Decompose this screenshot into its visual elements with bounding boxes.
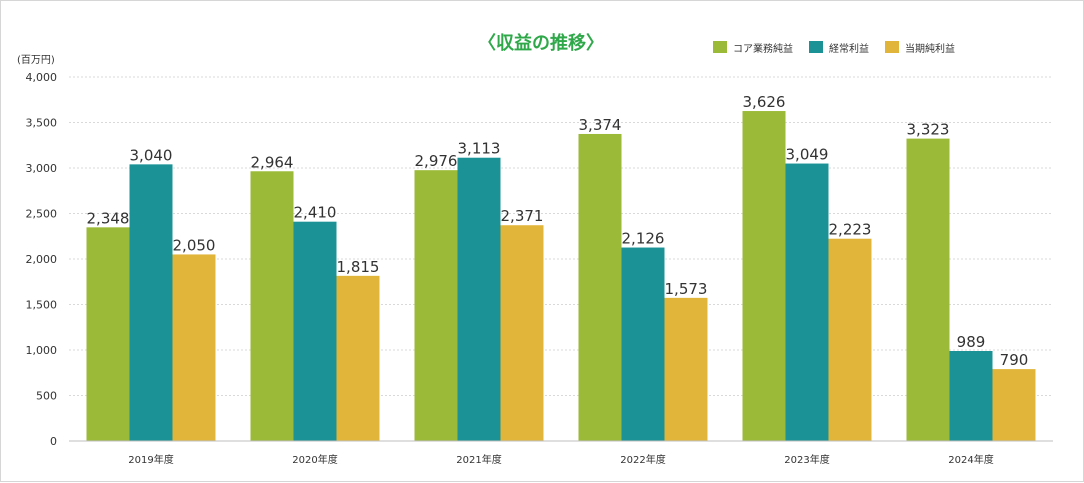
data-label: 1,815 <box>337 258 380 276</box>
bar <box>336 275 380 441</box>
data-label: 3,113 <box>458 140 501 158</box>
data-label: 2,223 <box>829 221 872 239</box>
x-tick-label: 2022年度 <box>620 453 665 466</box>
legend: コア業務純益 経常利益 当期純利益 <box>713 40 971 55</box>
data-label: 2,964 <box>251 153 294 171</box>
legend-item-core-profit: コア業務純益 <box>713 40 793 55</box>
data-label: 1,573 <box>665 280 708 298</box>
legend-label-ordinary-profit: 経常利益 <box>829 43 869 55</box>
legend-swatch-core-profit <box>713 41 727 53</box>
x-tick-label: 2019年度 <box>128 453 173 466</box>
x-tick-label: 2024年度 <box>948 453 993 466</box>
legend-item-ordinary-profit: 経常利益 <box>809 40 869 55</box>
bar <box>414 170 458 441</box>
bar <box>949 351 993 441</box>
bar <box>785 163 829 441</box>
legend-item-net-income: 当期純利益 <box>885 40 955 55</box>
bar <box>172 254 216 441</box>
y-axis-unit-label: (百万円) <box>17 55 55 66</box>
legend-swatch-net-income <box>885 41 899 53</box>
data-label: 2,410 <box>294 204 337 222</box>
bar <box>578 133 622 441</box>
bar <box>500 225 544 441</box>
data-label: 2,976 <box>415 152 458 170</box>
y-tick-label: 2,000 <box>26 253 58 266</box>
y-tick-label: 1,000 <box>26 344 58 357</box>
data-label: 3,626 <box>743 93 786 111</box>
legend-swatch-ordinary-profit <box>809 41 823 53</box>
bar <box>664 297 708 441</box>
y-tick-label: 3,000 <box>26 162 58 175</box>
bar <box>457 157 501 442</box>
bar <box>906 138 950 441</box>
data-label: 2,050 <box>173 236 216 254</box>
data-label: 3,323 <box>907 121 950 139</box>
x-tick-label: 2020年度 <box>292 453 337 466</box>
y-tick-label: 500 <box>36 390 57 403</box>
data-label: 3,040 <box>130 146 173 164</box>
bar <box>250 171 294 441</box>
bar <box>293 221 337 441</box>
bar <box>742 111 786 441</box>
chart-title: 〈収益の推移〉 <box>478 33 604 54</box>
data-label: 2,371 <box>501 207 544 225</box>
y-tick-label: 4,000 <box>26 71 58 84</box>
y-tick-label: 0 <box>50 435 57 448</box>
bar <box>621 247 665 441</box>
data-label: 2,126 <box>622 230 665 248</box>
data-label: 989 <box>957 333 986 351</box>
data-label: 3,049 <box>786 146 829 164</box>
bar <box>992 369 1036 441</box>
legend-label-core-profit: コア業務純益 <box>733 43 793 55</box>
y-tick-label: 3,500 <box>26 117 58 130</box>
data-label: 3,374 <box>579 116 622 134</box>
x-tick-label: 2021年度 <box>456 453 501 466</box>
legend-label-net-income: 当期純利益 <box>905 43 955 55</box>
y-tick-label: 1,500 <box>26 299 58 312</box>
y-tick-label: 2,500 <box>26 208 58 221</box>
data-label: 790 <box>1000 351 1029 369</box>
x-tick-label: 2023年度 <box>784 453 829 466</box>
data-label: 2,348 <box>87 209 130 227</box>
bar <box>129 164 173 442</box>
bar <box>86 227 130 441</box>
bar <box>828 238 872 441</box>
